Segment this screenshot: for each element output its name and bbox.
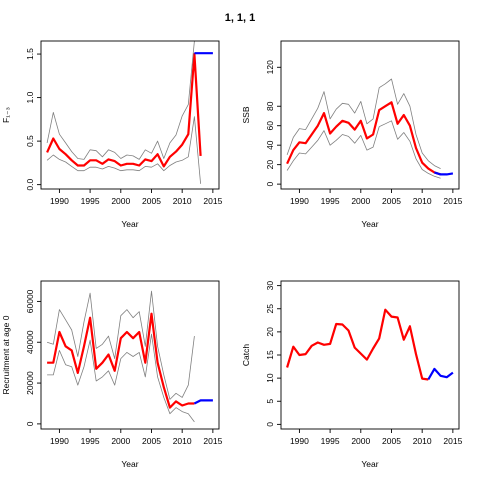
y-tick-label: 1.0 bbox=[25, 91, 35, 103]
series-line-estimate bbox=[47, 312, 195, 409]
x-tick-label: 1990 bbox=[50, 436, 69, 446]
x-axis-label: Year bbox=[121, 459, 138, 469]
y-tick-label: 0 bbox=[265, 422, 275, 427]
y-tick-label: 20 bbox=[265, 160, 275, 170]
series-line-lower bbox=[47, 333, 195, 423]
panel-catch: 1990 1995 2000 2005 2010 2015 0 5 10 15 20 25 30 Year… bbox=[241, 280, 463, 469]
y-tick-label: 0 bbox=[25, 421, 35, 426]
y-tick-label: 0.0 bbox=[25, 178, 35, 190]
x-tick-label: 2005 bbox=[382, 436, 401, 446]
x-tick-label: 2015 bbox=[443, 436, 462, 446]
figure-title: 1, 1, 1 bbox=[225, 12, 256, 24]
y-axis-label: Recruitment at age 0 bbox=[1, 315, 11, 394]
x-axis-label: Year bbox=[361, 459, 378, 469]
plot-frame bbox=[40, 280, 220, 430]
y-axis-label: F₁₋₃ bbox=[1, 107, 11, 123]
y-tick-label: 10 bbox=[265, 373, 275, 383]
series-line-upper bbox=[286, 78, 441, 169]
series-group bbox=[286, 308, 454, 381]
x-tick-label: 1995 bbox=[321, 436, 340, 446]
x-tick-label: 2005 bbox=[142, 436, 161, 446]
x-tick-label: 2010 bbox=[413, 196, 432, 206]
y-tick-label: 20000 bbox=[25, 371, 35, 395]
series-line-forecast bbox=[427, 367, 454, 381]
x-tick-label: 1990 bbox=[50, 196, 69, 206]
series-line-forecast bbox=[193, 399, 213, 405]
x-axis-label: Year bbox=[121, 219, 138, 229]
series-line-estimate bbox=[286, 308, 429, 381]
x-tick-label: 1990 bbox=[290, 196, 309, 206]
x-tick-label: 2000 bbox=[351, 196, 370, 206]
y-axis-label: Catch bbox=[241, 344, 251, 366]
series-line-upper bbox=[46, 290, 195, 400]
series-line-lower bbox=[46, 116, 201, 184]
x-tick-label: 2015 bbox=[443, 196, 462, 206]
y-tick-label: 40000 bbox=[25, 330, 35, 354]
series-group bbox=[286, 78, 454, 179]
x-tick-label: 2000 bbox=[111, 196, 130, 206]
y-axis-label: SSB bbox=[241, 106, 251, 123]
y-tick-label: 15 bbox=[265, 350, 275, 360]
x-tick-label: 2010 bbox=[173, 196, 192, 206]
panel-ssb: 1990 1995 2000 2005 2010 2015 0 20 40 60 80 120 Year… bbox=[241, 40, 463, 229]
series-line-upper bbox=[46, 41, 195, 160]
x-tick-label: 2015 bbox=[203, 196, 222, 206]
y-tick-label: 60 bbox=[265, 121, 275, 131]
plot-frame bbox=[40, 40, 220, 190]
series-line-forecast bbox=[434, 171, 454, 176]
x-tick-label: 2005 bbox=[382, 196, 401, 206]
x-tick-label: 2010 bbox=[173, 436, 192, 446]
y-tick-label: 40 bbox=[265, 140, 275, 150]
y-tick-label: 25 bbox=[265, 304, 275, 314]
panel-recruitment: 1990 1995 2000 2005 2010 2015 0 20000 40000 60000… bbox=[1, 280, 223, 469]
x-tick-label: 2010 bbox=[413, 436, 432, 446]
y-tick-label: 60000 bbox=[25, 289, 35, 313]
y-tick-label: 0.5 bbox=[25, 135, 35, 147]
y-tick-label: 20 bbox=[265, 327, 275, 337]
y-tick-label: 30 bbox=[265, 281, 275, 291]
series-line-estimate bbox=[46, 52, 202, 168]
y-tick-label: 80 bbox=[265, 101, 275, 111]
series-line-estimate bbox=[286, 101, 441, 176]
panel-fishing-mortality: 1990 1995 2000 2005 2010 2015 0.0 0.5 1.0 1.5 Year… bbox=[1, 40, 223, 229]
x-tick-label: 2000 bbox=[351, 436, 370, 446]
x-tick-label: 1995 bbox=[81, 196, 100, 206]
x-tick-label: 1995 bbox=[321, 196, 340, 206]
y-tick-label: 0 bbox=[265, 181, 275, 186]
x-tick-label: 2005 bbox=[142, 196, 161, 206]
x-tick-label: 2015 bbox=[203, 436, 222, 446]
x-axis-label: Year bbox=[361, 219, 378, 229]
plot-frame bbox=[280, 40, 460, 190]
y-tick-label: 120 bbox=[265, 60, 275, 74]
x-tick-label: 1995 bbox=[81, 436, 100, 446]
y-tick-label: 1.5 bbox=[25, 48, 35, 60]
series-group bbox=[46, 41, 213, 184]
series-line-lower bbox=[286, 120, 441, 179]
series-group bbox=[46, 290, 213, 423]
x-tick-label: 2000 bbox=[111, 436, 130, 446]
x-tick-label: 1990 bbox=[290, 436, 309, 446]
y-tick-label: 5 bbox=[265, 399, 275, 404]
